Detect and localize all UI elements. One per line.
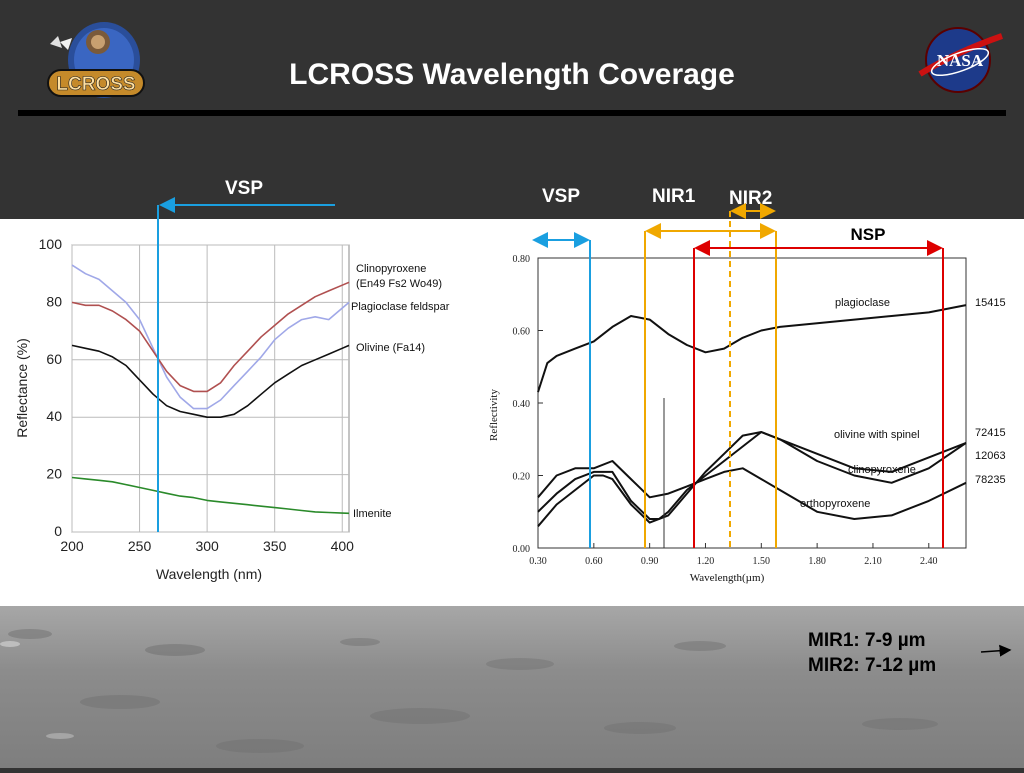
y-tick-label: 100 <box>39 236 63 252</box>
chart2-xlabel: Wavelength(µm) <box>690 572 765 584</box>
mir1-note: MIR1: 7-9 µm <box>808 630 926 651</box>
x-tick-label: 350 <box>263 538 287 554</box>
x-tick-label: 0.60 <box>585 556 603 567</box>
y-tick-label: 80 <box>46 293 62 309</box>
curve-label-orthopyroxene: orthopyroxene <box>800 498 870 510</box>
x-tick-label: 1.50 <box>753 556 771 567</box>
series-line-olivine-fa14 <box>71 344 350 418</box>
y-tick-label: 0.00 <box>513 544 531 555</box>
chart2-ticks: 0.30 0.60 0.90 1.20 1.50 1.80 2.10 2.40 0.00 0.20… <box>513 254 938 567</box>
sample-15415: 15415 <box>975 297 1006 309</box>
x-tick-label: 0.30 <box>529 556 547 567</box>
legend-clinopyroxene: Clinopyroxene <box>356 263 426 275</box>
curve-label-clinopyroxene: clinopyroxene <box>848 464 916 476</box>
y-tick-label: 20 <box>46 466 62 482</box>
nasa-logo-text: NASA <box>937 51 984 70</box>
curve-label-plagioclase: plagioclase <box>835 297 890 309</box>
y-tick-label: 0.80 <box>513 254 531 265</box>
legend-plagioclase-feldspar: Plagioclase feldspar <box>351 301 450 313</box>
x-tick-label: 1.80 <box>808 556 826 567</box>
vsp-left-label: VSP <box>225 178 264 199</box>
chart1-series <box>71 264 350 515</box>
nsp-label: NSP <box>851 225 886 244</box>
x-tick-label: 250 <box>128 538 152 554</box>
nir1-band <box>644 223 777 548</box>
sample-72415: 72415 <box>975 427 1006 439</box>
mir-notes: MIR1: 7-9 µm MIR2: 7-12 µm <box>808 628 936 678</box>
mir2-note: MIR2: 7-12 µm <box>808 655 937 676</box>
x-tick-label: 0.90 <box>641 556 659 567</box>
sample-12063: 12063 <box>975 450 1006 462</box>
series-line-orthopyroxene <box>537 431 967 527</box>
chart1-ylabel: Reflectance (%) <box>14 338 30 438</box>
y-tick-label: 0.60 <box>513 327 531 338</box>
series-line-ilmenite <box>71 476 350 515</box>
series-line-olivine-with-spinel <box>537 460 967 520</box>
legend-ilmenite: Ilmenite <box>353 508 392 520</box>
slide-title: LCROSS Wavelength Coverage <box>289 58 735 91</box>
lcross-logo: LCROSS <box>38 12 146 102</box>
mir-arrow <box>980 644 1012 657</box>
chart1-ticks: 200 250 300 350 400 0 20 40 60 80 100 <box>39 236 354 554</box>
y-tick-label: 0.40 <box>513 399 531 410</box>
curve-label-olivine: olivine with spinel <box>834 429 920 441</box>
legend-clinopyroxene-comp: (En49 Fs2 Wo49) <box>356 278 442 290</box>
nsp-band: NSP <box>693 225 944 548</box>
x-tick-label: 200 <box>60 538 84 554</box>
chart1-xlabel: Wavelength (nm) <box>156 566 262 582</box>
chart2-series <box>537 304 967 527</box>
vsp-right-band <box>532 232 591 548</box>
x-tick-label: 300 <box>195 538 219 554</box>
series-line-plagioclase-feldspar <box>71 281 350 393</box>
vsp-right-label: VSP <box>542 186 581 207</box>
legend-olivine: Olivine (Fa14) <box>356 342 425 354</box>
nir2-band <box>729 203 776 548</box>
sample-78235: 78235 <box>975 474 1006 486</box>
x-tick-label: 400 <box>331 538 355 554</box>
x-tick-label: 2.40 <box>920 556 938 567</box>
title-divider <box>18 110 1006 116</box>
chart2-ylabel: Reflectivity <box>488 389 500 441</box>
nir1-label: NIR1 <box>652 186 696 207</box>
left-reflectance-chart: 200 250 300 350 400 0 20 40 60 80 100 Wavelength (… <box>14 236 450 582</box>
series-line-plagioclase <box>537 304 967 393</box>
lcross-logo-text: LCROSS <box>56 74 135 95</box>
vsp-left-band <box>157 197 335 532</box>
series-line-clinopyroxene-en49-fs2-wo49 <box>71 264 350 410</box>
y-tick-label: 0 <box>54 523 62 539</box>
y-tick-label: 0.20 <box>513 472 531 483</box>
lunar-surface-image <box>0 606 1024 768</box>
x-tick-label: 1.20 <box>697 556 715 567</box>
x-tick-label: 2.10 <box>864 556 882 567</box>
y-tick-label: 60 <box>46 351 62 367</box>
right-reflectivity-chart: 0.30 0.60 0.90 1.20 1.50 1.80 2.10 2.40 0.00 0.20… <box>488 254 1006 584</box>
nasa-logo: NASA <box>916 22 1008 98</box>
y-tick-label: 40 <box>46 408 62 424</box>
chart2-frame <box>537 257 967 549</box>
